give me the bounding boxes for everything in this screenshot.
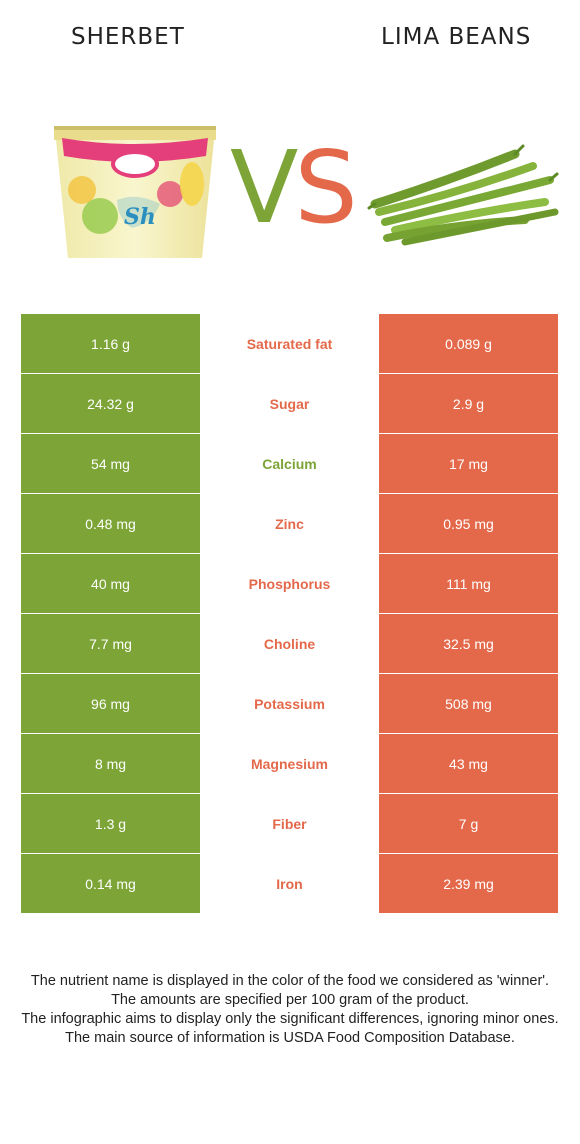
left-value: 24.32 g	[21, 374, 200, 433]
footer-note-aim: The infographic aims to display only the…	[21, 1011, 559, 1027]
sherbet-tub-image: Sh	[54, 126, 216, 258]
nutrient-name: Fiber	[200, 794, 379, 853]
nutrient-comparison-table: 1.16 g Saturated fat 0.089 g 24.32 g Sugar 2.…	[21, 314, 558, 914]
right-value: 7 g	[379, 794, 558, 853]
left-value: 8 mg	[21, 734, 200, 793]
left-value: 54 mg	[21, 434, 200, 493]
right-value: 508 mg	[379, 674, 558, 733]
footer-note-winner: The nutrient name is displayed in the co…	[30, 973, 550, 989]
nutrient-name: Iron	[200, 854, 379, 913]
table-row: 40 mg Phosphorus 111 mg	[21, 554, 558, 614]
vs-label: VS	[230, 129, 358, 246]
table-row: 1.3 g Fiber 7 g	[21, 794, 558, 854]
right-value: 0.089 g	[379, 314, 558, 373]
right-value: 32.5 mg	[379, 614, 558, 673]
nutrient-name: Calcium	[200, 434, 379, 493]
right-value: 2.39 mg	[379, 854, 558, 913]
nutrient-name: Magnesium	[200, 734, 379, 793]
right-value: 17 mg	[379, 434, 558, 493]
footer-note-source: The main source of information is USDA F…	[65, 1030, 515, 1046]
left-value: 40 mg	[21, 554, 200, 613]
right-value: 0.95 mg	[379, 494, 558, 553]
left-value: 1.3 g	[21, 794, 200, 853]
left-food-title: SHERBET	[71, 24, 185, 50]
nutrient-name: Phosphorus	[200, 554, 379, 613]
right-value: 111 mg	[379, 554, 558, 613]
table-row: 96 mg Potassium 508 mg	[21, 674, 558, 734]
left-value: 96 mg	[21, 674, 200, 733]
table-row: 7.7 mg Choline 32.5 mg	[21, 614, 558, 674]
right-value: 2.9 g	[379, 374, 558, 433]
comparison-header: SHERBET LIMA BEANS Sh VS	[0, 0, 580, 310]
nutrient-name: Potassium	[200, 674, 379, 733]
lima-beans-image	[367, 144, 559, 246]
nutrient-name: Saturated fat	[200, 314, 379, 373]
table-row: 1.16 g Saturated fat 0.089 g	[21, 314, 558, 374]
svg-text:Sh: Sh	[124, 204, 156, 230]
nutrient-name: Zinc	[200, 494, 379, 553]
right-food-title: LIMA BEANS	[381, 24, 532, 50]
right-value: 43 mg	[379, 734, 558, 793]
table-row: 8 mg Magnesium 43 mg	[21, 734, 558, 794]
footer-notes: The nutrient name is displayed in the co…	[18, 972, 562, 1048]
left-value: 0.48 mg	[21, 494, 200, 553]
table-row: 54 mg Calcium 17 mg	[21, 434, 558, 494]
left-value: 1.16 g	[21, 314, 200, 373]
table-row: 0.48 mg Zinc 0.95 mg	[21, 494, 558, 554]
left-value: 7.7 mg	[21, 614, 200, 673]
table-row: 24.32 g Sugar 2.9 g	[21, 374, 558, 434]
table-row: 0.14 mg Iron 2.39 mg	[21, 854, 558, 914]
footer-note-amounts: The amounts are specified per 100 gram o…	[111, 992, 469, 1008]
nutrient-name: Sugar	[200, 374, 379, 433]
nutrient-name: Choline	[200, 614, 379, 673]
left-value: 0.14 mg	[21, 854, 200, 913]
